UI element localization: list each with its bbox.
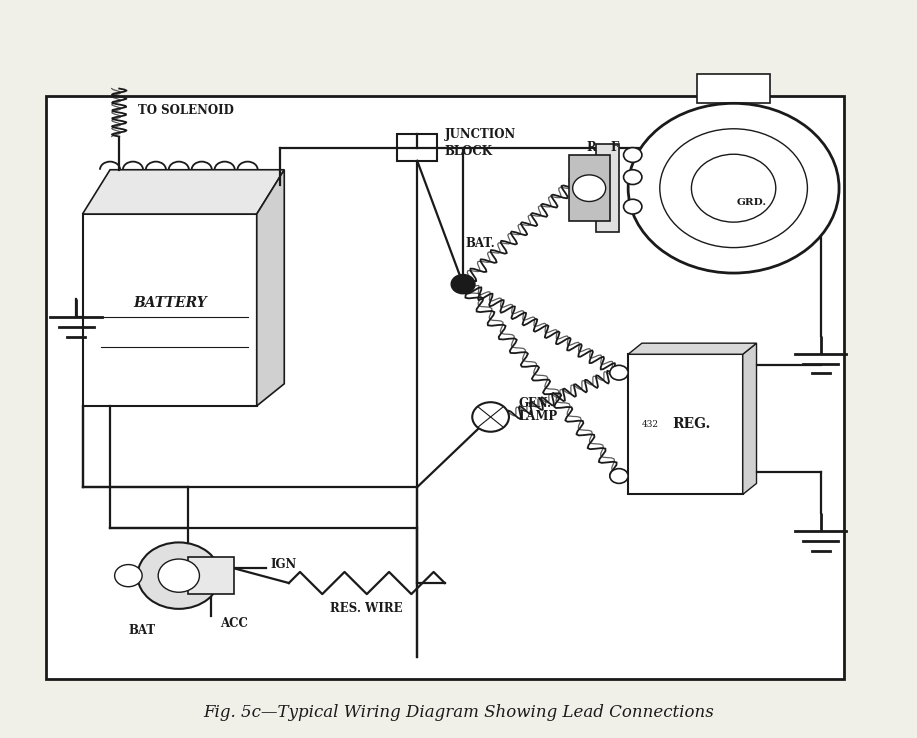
Text: BLOCK: BLOCK [445, 145, 492, 158]
Circle shape [472, 402, 509, 432]
Circle shape [624, 170, 642, 184]
Circle shape [610, 469, 628, 483]
Bar [46, 96, 844, 679]
FancyBboxPatch shape [83, 214, 257, 406]
Text: BAT: BAT [128, 624, 156, 638]
Text: GEN.: GEN. [518, 397, 551, 410]
Circle shape [610, 365, 628, 380]
Text: F: F [611, 141, 618, 154]
Bar [596, 144, 619, 232]
Text: ACC: ACC [220, 617, 248, 630]
Text: JUNCTION: JUNCTION [445, 128, 516, 141]
Bar [569, 155, 610, 221]
Text: IGN: IGN [271, 558, 297, 571]
Circle shape [451, 275, 475, 294]
Circle shape [624, 148, 642, 162]
Text: 432: 432 [642, 420, 659, 429]
Text: R: R [587, 141, 596, 154]
Text: RES. WIRE: RES. WIRE [330, 602, 403, 615]
Text: BAT.: BAT. [466, 237, 495, 250]
Circle shape [159, 559, 200, 592]
Polygon shape [83, 170, 284, 214]
Text: GRD.: GRD. [737, 199, 767, 207]
Polygon shape [628, 343, 757, 354]
Circle shape [115, 565, 142, 587]
Circle shape [624, 199, 642, 214]
FancyBboxPatch shape [628, 354, 743, 494]
Text: REG.: REG. [672, 418, 711, 431]
Circle shape [628, 103, 839, 273]
Circle shape [572, 175, 605, 201]
Bar [397, 134, 437, 161]
Polygon shape [743, 343, 757, 494]
Text: LAMP: LAMP [518, 410, 558, 424]
Polygon shape [697, 74, 770, 103]
Bar [188, 557, 234, 594]
Text: BATTERY: BATTERY [133, 296, 206, 309]
Circle shape [138, 542, 220, 609]
Text: TO SOLENOID: TO SOLENOID [138, 104, 234, 117]
Text: Fig. 5c—Typical Wiring Diagram Showing Lead Connections: Fig. 5c—Typical Wiring Diagram Showing L… [204, 703, 713, 721]
Polygon shape [257, 170, 284, 406]
